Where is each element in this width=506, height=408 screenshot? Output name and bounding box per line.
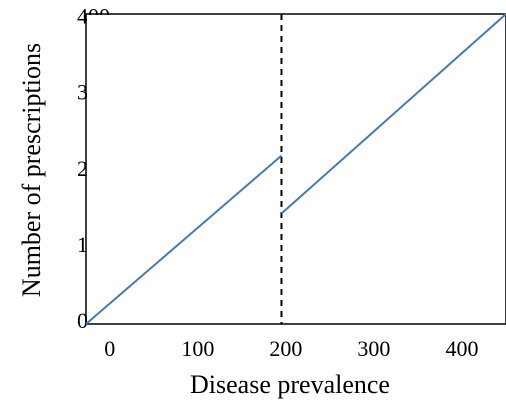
- y-axis-label: Number of prescriptions: [17, 43, 46, 297]
- x-tick-label: 200: [269, 336, 302, 361]
- y-label-mask: [87, 15, 505, 323]
- x-tick-label: 100: [181, 336, 214, 361]
- plot-frame: [85, 13, 506, 325]
- y-tick-label: 0: [77, 308, 88, 333]
- x-tick-label: 0: [104, 336, 115, 361]
- x-tick-label: 300: [357, 336, 390, 361]
- series-segment-right: [280, 13, 506, 215]
- x-tick-label: 400: [445, 336, 478, 361]
- series-segment-left: [85, 154, 283, 325]
- x-tick-labels: 0 100 200 300 400: [104, 336, 478, 361]
- x-axis-label: Disease prevalence: [190, 370, 390, 399]
